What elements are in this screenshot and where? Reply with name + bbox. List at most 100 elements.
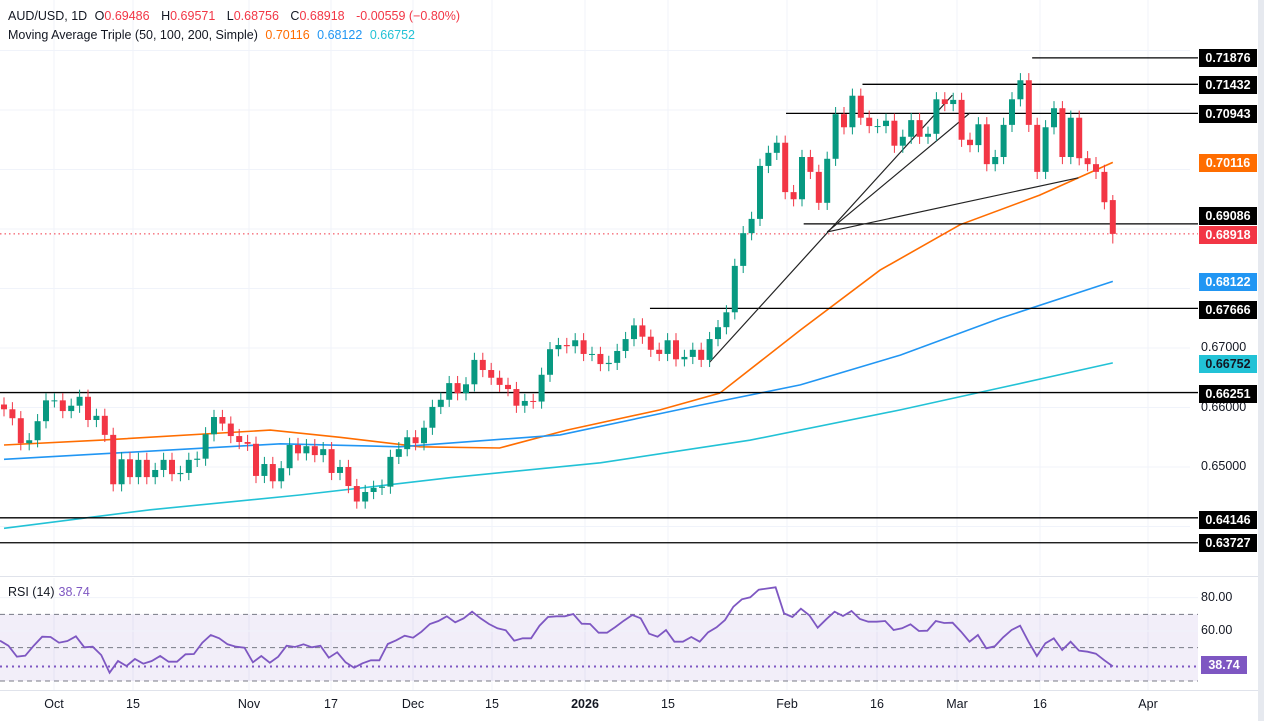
candle-body <box>992 157 999 165</box>
candle-body <box>496 377 503 385</box>
candle-body <box>253 443 259 476</box>
candle-body <box>412 437 419 444</box>
candle-body <box>799 157 805 200</box>
time-tick: Nov <box>237 697 261 711</box>
time-tick: Dec <box>401 697 425 711</box>
change-value: -0.00559 (−0.80%) <box>356 9 460 23</box>
candle-body <box>236 436 243 443</box>
candle-body <box>1059 108 1066 158</box>
candle-body <box>454 383 461 394</box>
price-tick: 0.67000 <box>1201 340 1247 354</box>
scrollbar[interactable] <box>1258 0 1264 721</box>
candle-body <box>530 400 537 402</box>
candle-body <box>975 124 982 146</box>
candle-body <box>656 349 663 354</box>
candle-body <box>941 99 948 105</box>
candle-body <box>261 464 268 476</box>
candle-body <box>278 468 285 482</box>
candle-body <box>622 339 629 351</box>
level-badge: 0.67666 <box>1199 301 1257 319</box>
candle-body <box>521 400 528 406</box>
candle-body <box>68 405 75 412</box>
candle-body <box>202 434 209 459</box>
candle-body <box>673 340 679 360</box>
candle-body <box>866 117 873 127</box>
candle-body <box>345 467 352 487</box>
rsi-legend[interactable]: RSI (14) 38.74 <box>8 585 90 599</box>
time-tick: Oct <box>44 697 64 711</box>
candle-body <box>706 339 713 360</box>
candle-body <box>933 99 940 134</box>
price-tick: 0.65000 <box>1201 459 1247 473</box>
candle-body <box>1076 117 1083 159</box>
level-badge: 0.71876 <box>1199 49 1257 67</box>
symbol-legend[interactable]: AUD/USD, 1D O0.69486 H0.69571 L0.68756 C… <box>8 9 464 23</box>
candle-body <box>194 458 201 460</box>
level-badge: 0.66251 <box>1199 385 1257 403</box>
level-badge: 0.71432 <box>1199 76 1257 94</box>
candle-body <box>185 459 192 473</box>
candle-body <box>152 469 159 478</box>
candle-body <box>43 400 49 422</box>
candle-body <box>647 336 654 350</box>
ma50-line <box>3 161 1114 449</box>
trend-line <box>827 177 1079 233</box>
candle-body <box>631 325 637 340</box>
candle-body <box>605 362 612 365</box>
time-tick: Mar <box>946 697 968 711</box>
candle-body <box>950 99 957 105</box>
candle-body <box>563 345 570 347</box>
candle-body <box>160 459 167 470</box>
candle-body <box>127 459 133 478</box>
open-label: O <box>94 9 105 23</box>
candle-body <box>1093 164 1099 172</box>
candle-body <box>1 404 7 410</box>
symbol-label: AUD/USD, 1D <box>8 9 88 23</box>
candle-body <box>765 152 772 166</box>
candle-body <box>295 444 301 454</box>
candle-body <box>967 139 973 146</box>
candle-body <box>916 120 923 137</box>
candle-body <box>9 409 16 419</box>
ma100-line <box>3 280 1114 461</box>
candle-body <box>387 456 394 487</box>
candle-body <box>370 487 377 492</box>
candle-body <box>211 417 217 435</box>
candle-body <box>773 142 780 153</box>
candle-body <box>337 467 343 473</box>
time-tick: 16 <box>870 697 884 711</box>
candle-body <box>639 325 646 337</box>
candle-body <box>404 437 411 450</box>
rsi-badge: 38.74 <box>1201 656 1247 674</box>
candle-body <box>328 449 335 473</box>
candle-body <box>757 165 763 219</box>
candle-body <box>169 459 175 475</box>
candle-body <box>446 383 453 400</box>
candle-body <box>286 444 293 469</box>
candle-body <box>101 415 108 435</box>
trend-line <box>826 112 971 233</box>
ma100-value: 0.68122 <box>317 28 363 42</box>
candle-body <box>589 353 595 355</box>
close-value: 0.68918 <box>299 9 345 23</box>
candle-body <box>1000 124 1007 158</box>
ma-legend[interactable]: Moving Average Triple (50, 100, 200, Sim… <box>8 28 419 42</box>
level-badge: 0.64146 <box>1199 511 1257 529</box>
candle-body <box>463 384 469 394</box>
ma200-value: 0.66752 <box>369 28 416 42</box>
ma50-badge: 0.70116 <box>1199 154 1257 172</box>
time-tick: 16 <box>1033 697 1047 711</box>
candle-body <box>824 158 831 203</box>
drawings <box>0 57 1198 544</box>
candle-body <box>1025 80 1032 125</box>
candle-body <box>51 400 58 402</box>
ma200-badge: 0.66752 <box>1199 355 1257 373</box>
time-tick: Feb <box>776 697 798 711</box>
candle-body <box>740 233 747 266</box>
candle-body <box>1101 171 1108 203</box>
candle-body <box>269 464 276 482</box>
candle-body <box>379 486 385 488</box>
candle-body <box>1109 200 1116 234</box>
candle-body <box>143 459 150 478</box>
